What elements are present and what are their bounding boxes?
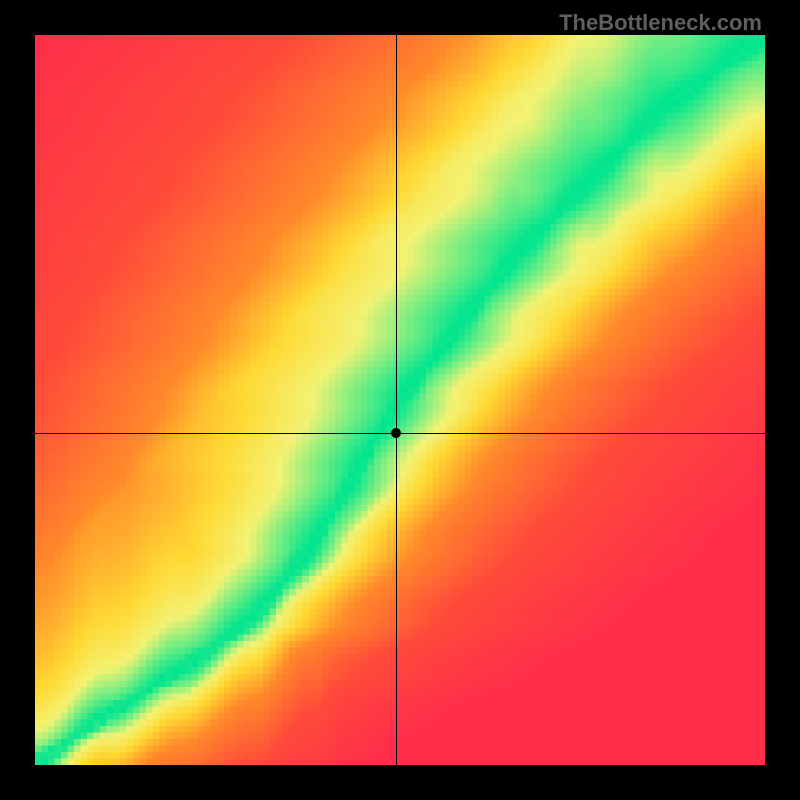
crosshair-vertical bbox=[396, 35, 397, 765]
heatmap-canvas bbox=[35, 35, 765, 765]
marker-dot bbox=[391, 428, 401, 438]
watermark-text: TheBottleneck.com bbox=[559, 10, 762, 36]
plot-area bbox=[35, 35, 765, 765]
